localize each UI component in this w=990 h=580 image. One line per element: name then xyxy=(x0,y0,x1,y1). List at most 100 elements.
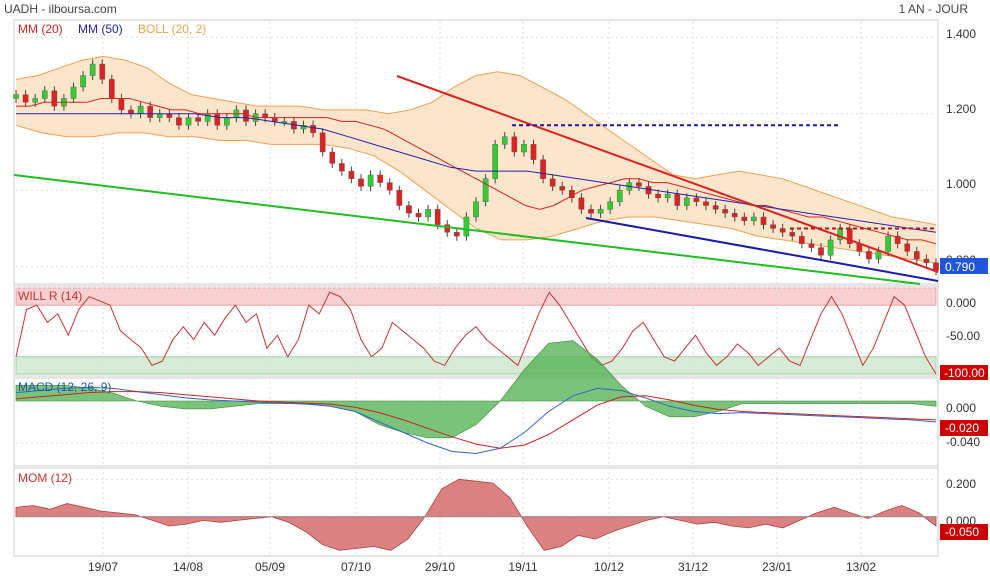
macd-signal-line xyxy=(15,391,937,449)
candle-body xyxy=(904,243,911,252)
candle-body xyxy=(310,125,316,134)
candle-body xyxy=(578,197,585,210)
legend-mm20: MM (20) xyxy=(18,22,63,36)
candle-body xyxy=(118,98,125,111)
candle-body xyxy=(80,75,86,88)
momentum-area xyxy=(15,478,937,551)
candle-body xyxy=(406,205,412,214)
candle-body xyxy=(703,201,709,206)
candle-body xyxy=(655,193,661,199)
macd-histogram xyxy=(15,340,937,439)
price-last-value: 0.790 xyxy=(945,260,975,274)
candle-body xyxy=(425,209,431,218)
candle-body xyxy=(300,125,307,130)
candle-body xyxy=(156,113,163,118)
candle-body xyxy=(444,224,451,233)
candle-body xyxy=(22,94,29,103)
x-tick-label: 29/10 xyxy=(425,560,455,574)
candle-body xyxy=(482,178,489,202)
candle-body xyxy=(693,197,700,202)
candle-body xyxy=(214,113,221,126)
candle-body xyxy=(530,144,537,160)
price-tick-label: 1.000 xyxy=(946,177,976,191)
candle-body xyxy=(674,193,681,206)
candle-body xyxy=(885,235,891,252)
period-label: 1 AN - JOUR xyxy=(899,2,969,16)
resistance-trendline xyxy=(396,75,939,273)
candle-body xyxy=(914,251,920,260)
candle-body xyxy=(607,201,613,210)
candle-body xyxy=(195,117,201,122)
candle-body xyxy=(751,216,757,222)
x-tick-label: 13/02 xyxy=(846,560,876,574)
candle-body xyxy=(722,209,728,214)
candle-body xyxy=(454,232,460,237)
plot-layer xyxy=(13,55,939,551)
x-tick-label: 10/12 xyxy=(594,560,624,574)
candle-body xyxy=(109,79,115,99)
mom-tick-label: 0.200 xyxy=(946,477,976,491)
candle-body xyxy=(866,251,872,260)
candle-body xyxy=(779,228,786,233)
willr-line xyxy=(15,291,937,375)
candle-body xyxy=(358,178,364,187)
willr-last-badge: -100.00 xyxy=(940,365,988,380)
candle-body xyxy=(875,251,882,260)
candle-body xyxy=(41,90,48,99)
candle-body xyxy=(799,235,805,244)
bollinger-lower-line xyxy=(15,124,937,264)
candle-body xyxy=(185,117,192,126)
candle-body xyxy=(147,105,153,118)
candle-body xyxy=(176,117,182,126)
candle-body xyxy=(511,136,518,153)
candle-body xyxy=(434,209,441,225)
x-tick-label: 23/01 xyxy=(762,560,792,574)
mom-last-value: -0.050 xyxy=(945,525,979,539)
mom-panel xyxy=(13,467,939,557)
candle-body xyxy=(549,178,556,187)
candle-body xyxy=(128,109,134,114)
x-tick-label: 19/07 xyxy=(88,560,118,574)
willr-overbought-zone xyxy=(15,287,937,306)
candle-body xyxy=(770,224,776,229)
candle-body xyxy=(386,182,393,191)
legend-willr: WILL R (14) xyxy=(18,289,82,303)
willr-tick-label: -50.00 xyxy=(946,329,980,343)
candle-body xyxy=(597,209,604,214)
x-tick-label: 07/10 xyxy=(341,560,371,574)
candle-body xyxy=(684,197,690,206)
candle-body xyxy=(760,216,767,225)
candle-body xyxy=(70,86,77,99)
bollinger-band-area xyxy=(16,56,936,263)
macd-panel xyxy=(13,377,939,467)
price-panel xyxy=(13,19,939,285)
macd-last-value: -0.020 xyxy=(945,421,979,435)
candle-body xyxy=(271,117,278,122)
candle-body xyxy=(51,90,58,107)
candle-body xyxy=(636,182,642,187)
candle-body xyxy=(894,235,901,244)
price-tick-label: 1.200 xyxy=(946,102,976,116)
candle-body xyxy=(923,258,930,264)
support-trendline xyxy=(13,174,921,285)
legend-macd: MACD (12, 26, 9) xyxy=(18,380,111,394)
x-tick-label: 19/11 xyxy=(508,560,537,574)
candle-body xyxy=(396,190,403,206)
candle-body xyxy=(645,186,652,195)
candle-body xyxy=(319,132,326,153)
chart-title: UADH - ilboursa.com xyxy=(4,2,117,16)
mm20-line xyxy=(16,98,937,245)
willr-tick-label: 0.000 xyxy=(946,296,976,310)
mom-last-badge: -0.050 xyxy=(940,524,988,540)
candle-body xyxy=(521,144,527,153)
channel-trendline xyxy=(585,217,939,282)
legend-mom: MOM (12) xyxy=(18,471,72,485)
candle-body xyxy=(664,193,671,199)
candle-body xyxy=(329,151,336,164)
candle-body xyxy=(166,113,173,118)
candle-body xyxy=(204,113,211,122)
candle-body xyxy=(789,232,796,237)
candle-body xyxy=(224,117,230,126)
candle-body xyxy=(731,212,738,218)
